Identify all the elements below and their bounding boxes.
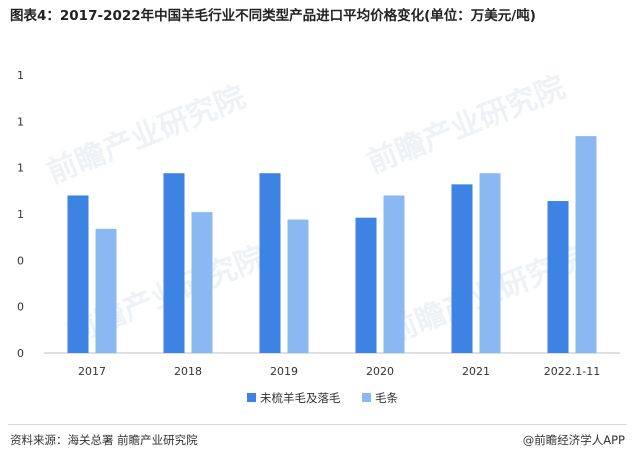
- y-tick-label: 1: [17, 208, 24, 221]
- bar: [163, 173, 185, 353]
- x-tick-label: 2018: [174, 365, 202, 378]
- source-note: 资料来源：海关总署 前瞻产业研究院: [10, 433, 198, 447]
- bar: [383, 195, 405, 353]
- bar: [547, 201, 569, 353]
- x-tick-label: 2020: [366, 365, 394, 378]
- x-tick-label: 2017: [78, 365, 106, 378]
- bar: [259, 173, 281, 353]
- bar: [355, 217, 377, 353]
- bar: [95, 228, 117, 353]
- bar: [479, 173, 501, 353]
- legend-swatch: [362, 393, 371, 402]
- chart-title: 图表4：2017-2022年中国羊毛行业不同类型产品进口平均价格变化(单位：万美…: [10, 8, 536, 24]
- y-tick-label: 1: [17, 115, 24, 128]
- y-tick-label: 0: [17, 254, 24, 267]
- bar: [67, 195, 89, 353]
- footer-divider: [8, 424, 627, 425]
- legend-label: 未梳羊毛及落毛: [260, 391, 341, 405]
- brand-credit: @前瞻经济学人APP: [522, 433, 625, 447]
- legend-label: 毛条: [375, 391, 398, 405]
- y-tick-label: 0: [17, 301, 24, 314]
- bar: [287, 219, 309, 353]
- bar-chart: 0 0 0 1 1 1 1 2017 2018 2019 2020 2021 2022.1-11 未梳羊毛…: [17, 69, 620, 405]
- bar: [575, 136, 597, 353]
- bar: [451, 184, 473, 353]
- bar: [191, 212, 213, 353]
- x-tick-label: 2021: [462, 365, 490, 378]
- y-tick-label: 1: [17, 162, 24, 175]
- y-tick-label: 1: [17, 69, 24, 82]
- x-tick-label: 2022.1-11: [544, 365, 600, 378]
- y-tick-label: 0: [17, 347, 24, 360]
- x-tick-label: 2019: [270, 365, 298, 378]
- legend-swatch: [247, 393, 256, 402]
